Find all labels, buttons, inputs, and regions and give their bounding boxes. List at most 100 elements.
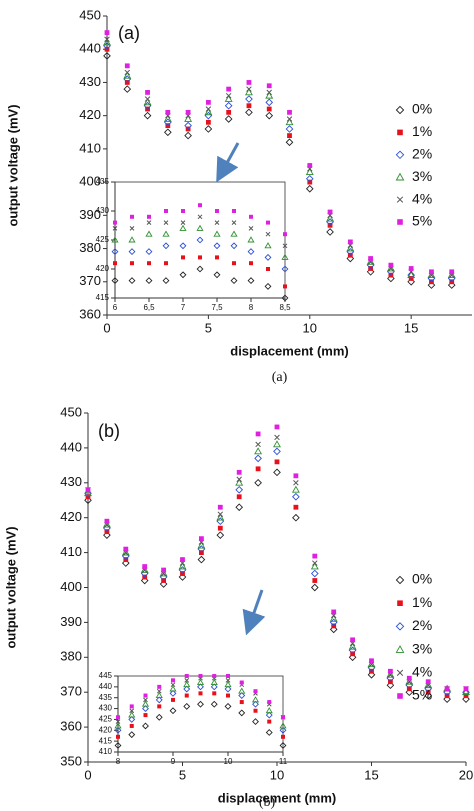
marker [159, 580, 168, 588]
marker [155, 713, 163, 721]
marker [265, 111, 274, 120]
marker [281, 715, 285, 720]
marker [273, 440, 281, 448]
marker [246, 80, 252, 85]
marker [254, 478, 262, 487]
marker [215, 255, 219, 260]
marker [310, 562, 319, 570]
marker [147, 261, 151, 266]
marker [197, 214, 203, 220]
marker [84, 496, 92, 505]
marker [183, 685, 191, 693]
x-tick-label: 8 [116, 757, 121, 766]
marker [128, 731, 136, 739]
marker [279, 726, 287, 734]
marker [170, 682, 176, 688]
marker [121, 548, 130, 556]
marker [217, 504, 223, 510]
marker [226, 86, 232, 92]
marker [388, 668, 393, 674]
y-tick-label: 435 [96, 177, 110, 186]
marker [247, 277, 255, 285]
y-tick-label: 390 [79, 207, 101, 222]
marker [265, 91, 274, 99]
marker [130, 261, 134, 266]
marker [113, 220, 117, 225]
marker [104, 518, 110, 524]
marker [114, 722, 122, 729]
marker [274, 459, 280, 465]
marker [238, 692, 246, 699]
y-tick-label: 370 [79, 273, 101, 288]
marker [224, 685, 232, 693]
marker [128, 236, 136, 243]
marker [129, 723, 134, 728]
marker [143, 111, 152, 120]
marker [247, 248, 255, 256]
marker [114, 742, 122, 749]
marker [281, 265, 289, 273]
marker [205, 119, 211, 125]
marker [232, 209, 236, 213]
marker [130, 214, 134, 219]
marker [213, 242, 221, 250]
marker [181, 209, 185, 213]
marker [180, 220, 186, 225]
y-tick-label: 420 [60, 509, 82, 524]
panel-label: (b) [98, 421, 120, 441]
x-tick-label: 15 [364, 767, 378, 782]
marker [171, 678, 175, 683]
marker [113, 261, 117, 266]
marker [85, 487, 91, 493]
marker [217, 525, 223, 531]
marker [253, 708, 258, 713]
legend-label: 1% [412, 594, 432, 610]
marker [285, 125, 294, 133]
marker [184, 121, 192, 130]
marker [128, 277, 136, 285]
marker [157, 704, 162, 709]
y-tick-label: 440 [99, 682, 113, 691]
marker [405, 688, 414, 697]
marker [348, 642, 357, 650]
marker [235, 485, 244, 494]
y-tick-label: 440 [79, 41, 101, 56]
marker [264, 282, 272, 290]
marker [180, 557, 185, 562]
marker [405, 677, 414, 685]
marker [155, 696, 163, 704]
y-tick-label: 360 [60, 719, 82, 734]
marker [350, 637, 355, 643]
marker [312, 560, 318, 566]
marker [185, 109, 191, 115]
marker [395, 622, 405, 631]
legend-label: 4% [412, 190, 432, 206]
marker [397, 219, 403, 225]
marker [245, 95, 253, 103]
inset-frame [117, 675, 284, 753]
marker [462, 695, 470, 704]
marker [279, 742, 287, 749]
marker [225, 677, 231, 683]
marker [235, 503, 244, 512]
marker [198, 203, 202, 208]
marker [281, 734, 285, 739]
marker [143, 693, 148, 698]
x-tick-label: 8 [249, 303, 254, 312]
marker [162, 242, 170, 250]
marker [198, 674, 203, 678]
y-tick-label: 420 [96, 264, 110, 273]
marker [254, 454, 262, 463]
marker [305, 184, 314, 193]
x-tick-label: 20 [459, 767, 473, 782]
marker [199, 536, 204, 542]
marker [429, 269, 434, 275]
marker [236, 476, 242, 483]
marker [143, 98, 152, 106]
marker [156, 688, 162, 694]
marker [129, 226, 135, 231]
marker [142, 705, 149, 713]
x-tick-label: 5 [179, 767, 186, 782]
marker [124, 69, 131, 76]
marker [312, 578, 318, 583]
